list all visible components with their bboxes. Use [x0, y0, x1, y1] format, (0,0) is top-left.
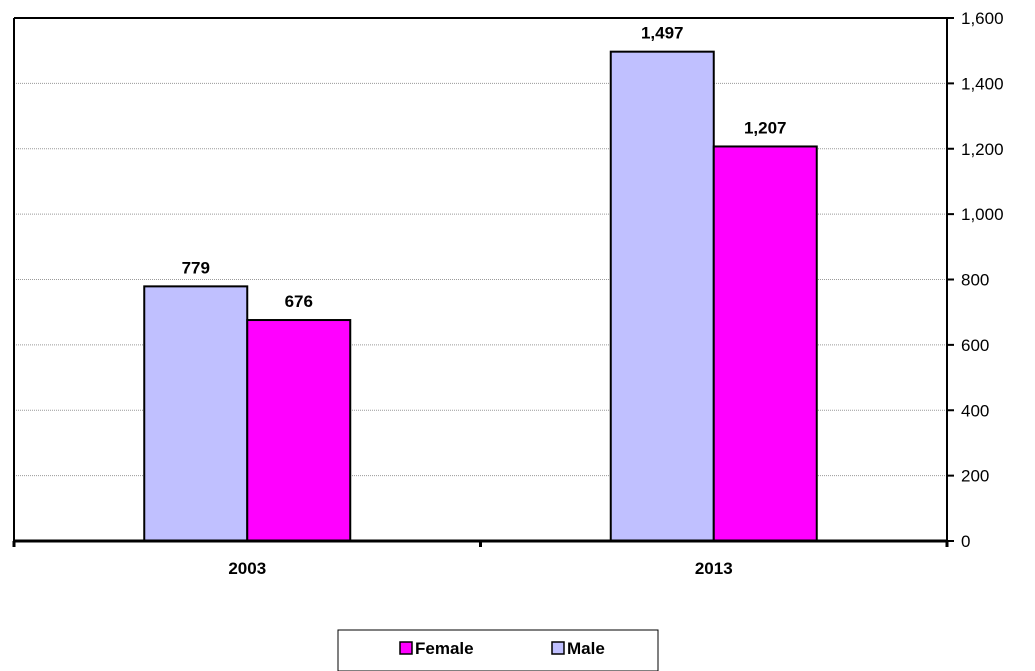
- legend-box: [337, 629, 659, 671]
- y-tick-label: 1,400: [961, 74, 1004, 93]
- y-tick-label: 800: [961, 271, 989, 290]
- y-tick-label: 600: [961, 336, 989, 355]
- y-tick-label: 0: [961, 532, 970, 551]
- legend-swatch-male: [551, 641, 565, 655]
- data-label-male-2003: 779: [182, 258, 210, 277]
- x-tick-label-2013: 2013: [695, 559, 733, 578]
- y-tick-label: 200: [961, 467, 989, 486]
- y-tick-label: 1,000: [961, 205, 1004, 224]
- legend-label-female: Female: [415, 639, 474, 658]
- axes: [12, 17, 954, 547]
- bar-male-2003: [143, 285, 249, 542]
- labels: 779 676 2003 1,497 1,207 2013 0 200 400 600 800 1,0…: [182, 9, 1004, 578]
- bars: [143, 50, 818, 543]
- legend: Female Male: [337, 629, 659, 671]
- y-tick-label: 1,200: [961, 140, 1004, 159]
- data-label-male-2013: 1,497: [641, 24, 684, 43]
- data-label-female-2003: 676: [285, 292, 313, 311]
- gridlines: [14, 82, 947, 477]
- y-tick-label: 1,600: [961, 9, 1004, 28]
- legend-swatch-female: [399, 641, 413, 655]
- data-label-female-2013: 1,207: [744, 118, 787, 137]
- bar-female-2013: [712, 145, 818, 542]
- legend-label-male: Male: [567, 639, 605, 658]
- y-tick-label: 400: [961, 401, 989, 420]
- bar-female-2003: [246, 319, 352, 542]
- x-tick-label-2003: 2003: [228, 559, 266, 578]
- bar-male-2013: [609, 50, 715, 543]
